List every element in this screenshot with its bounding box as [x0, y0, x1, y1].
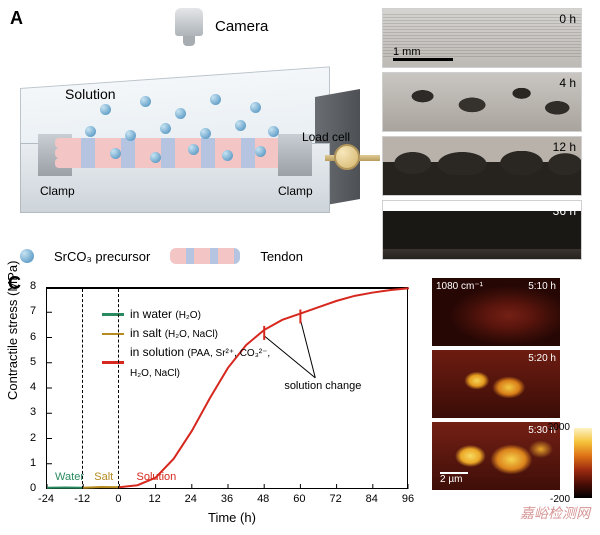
- y-tick: 8: [30, 280, 36, 292]
- phase-label: Water: [55, 471, 84, 483]
- micrograph-12h: 12 h: [382, 136, 582, 196]
- y-tick: 6: [30, 331, 36, 343]
- legend-label: in water (H₂O): [130, 305, 201, 324]
- panel-a: A Camera Solution Load cell Clamp Clamp …: [10, 8, 360, 268]
- camera-label: Camera: [215, 18, 268, 35]
- solution-change-label: solution change: [284, 380, 361, 392]
- x-tick: 48: [253, 493, 273, 505]
- colorbar: [574, 428, 592, 498]
- legend-swatch: [102, 333, 124, 336]
- tendon-icon: [170, 248, 240, 264]
- panel-b: B 0 h 1 mm 4 h 12 h 36 h: [382, 8, 592, 273]
- precursor-particle: [255, 146, 266, 157]
- phase-label: Solution: [137, 471, 177, 483]
- panel-d: D 1080 cm⁻¹ 5:10 h 5:20 h 5:30 h 2 µm 30…: [432, 278, 592, 528]
- d-time-2: 5:20 h: [528, 353, 556, 364]
- y-tick: 7: [30, 305, 36, 317]
- scalebar-b: 1 mm: [393, 46, 453, 61]
- precursor-particle: [110, 148, 121, 159]
- y-tick: 3: [30, 406, 36, 418]
- x-tick: 96: [398, 493, 418, 505]
- y-tick: 2: [30, 432, 36, 444]
- precursor-particle: [268, 126, 279, 137]
- loadcell-label: Load cell: [302, 130, 350, 144]
- tendon-label: Tendon: [260, 249, 303, 264]
- panel-a-legend: SrCO₃ precursor Tendon: [20, 248, 370, 264]
- legend-row: in water (H₂O): [102, 305, 270, 324]
- legend-label: in salt (H₂O, NaCl): [130, 324, 218, 343]
- precursor-particle: [150, 152, 161, 163]
- x-tick: 12: [145, 493, 165, 505]
- precursor-particle: [200, 128, 211, 139]
- precursor-particle: [210, 94, 221, 105]
- clamp-label-left: Clamp: [40, 184, 75, 198]
- time-4h: 4 h: [559, 76, 576, 90]
- precursor-particle: [235, 120, 246, 131]
- time-12h: 12 h: [553, 140, 576, 154]
- precursor-icon: [20, 249, 34, 263]
- panel-c: C Contractile stress (MPa) Time (h) in w…: [8, 275, 420, 527]
- solution-label: Solution: [65, 86, 116, 102]
- legend-swatch: [102, 313, 124, 316]
- precursor-particle: [85, 126, 96, 137]
- y-tick: 4: [30, 381, 36, 393]
- stress-chart: Contractile stress (MPa) Time (h) in wat…: [8, 275, 420, 527]
- colorbar-max: 3000: [548, 422, 570, 433]
- precursor-particle: [160, 123, 171, 134]
- y-tick: 1: [30, 457, 36, 469]
- phase-label: Salt: [94, 471, 113, 483]
- y-tick: 5: [30, 356, 36, 368]
- legend-row: in salt (H₂O, NaCl): [102, 324, 270, 343]
- chart-legend: in water (H₂O)in salt (H₂O, NaCl)in solu…: [102, 305, 270, 382]
- x-axis-title: Time (h): [208, 510, 256, 525]
- precursor-particle: [125, 130, 136, 141]
- load-cell: [334, 144, 360, 170]
- precursor-particle: [175, 108, 186, 119]
- micrograph-36h: 36 h: [382, 200, 582, 260]
- x-tick: 84: [362, 493, 382, 505]
- x-tick: 0: [108, 493, 128, 505]
- precursor-label: SrCO₃ precursor: [54, 249, 150, 264]
- precursor-particle: [100, 104, 111, 115]
- d-scalebar-text: 2 µm: [440, 474, 468, 485]
- x-tick: 24: [181, 493, 201, 505]
- thermal-2: 5:20 h: [432, 350, 560, 418]
- time-36h: 36 h: [553, 204, 576, 218]
- wavenumber-label: 1080 cm⁻¹: [436, 281, 483, 292]
- precursor-particle: [250, 102, 261, 113]
- x-tick: 72: [326, 493, 346, 505]
- precursor-particle: [222, 150, 233, 161]
- x-tick: -24: [36, 493, 56, 505]
- micrograph-4h: 4 h: [382, 72, 582, 132]
- micrograph-0h: 0 h 1 mm: [382, 8, 582, 68]
- y-tick: 0: [30, 482, 36, 494]
- clamp-label-right: Clamp: [278, 184, 313, 198]
- phase-divider: [82, 289, 83, 489]
- legend-swatch: [102, 361, 124, 364]
- scalebar-text: 1 mm: [393, 46, 453, 58]
- legend-label: in solution (PAA, Sr²⁺, CO₃²⁻,H₂O, NaCl): [130, 343, 270, 381]
- schematic-diagram: Camera Solution Load cell Clamp Clamp: [10, 8, 360, 268]
- d-time-1: 5:10 h: [528, 281, 556, 292]
- x-tick: 36: [217, 493, 237, 505]
- colorbar-min: -200: [550, 494, 570, 505]
- x-tick: 60: [289, 493, 309, 505]
- phase-divider: [118, 289, 119, 489]
- scalebar-d: 2 µm: [440, 472, 468, 485]
- y-axis-title: Contractile stress (MPa): [5, 261, 20, 400]
- thermal-3: 5:30 h 2 µm: [432, 422, 560, 490]
- precursor-particle: [188, 144, 199, 155]
- legend-row: in solution (PAA, Sr²⁺, CO₃²⁻,H₂O, NaCl): [102, 343, 270, 381]
- time-0h: 0 h: [559, 12, 576, 26]
- precursor-particle: [140, 96, 151, 107]
- x-tick: -12: [72, 493, 92, 505]
- thermal-1: 1080 cm⁻¹ 5:10 h: [432, 278, 560, 346]
- camera-icon: [175, 8, 203, 46]
